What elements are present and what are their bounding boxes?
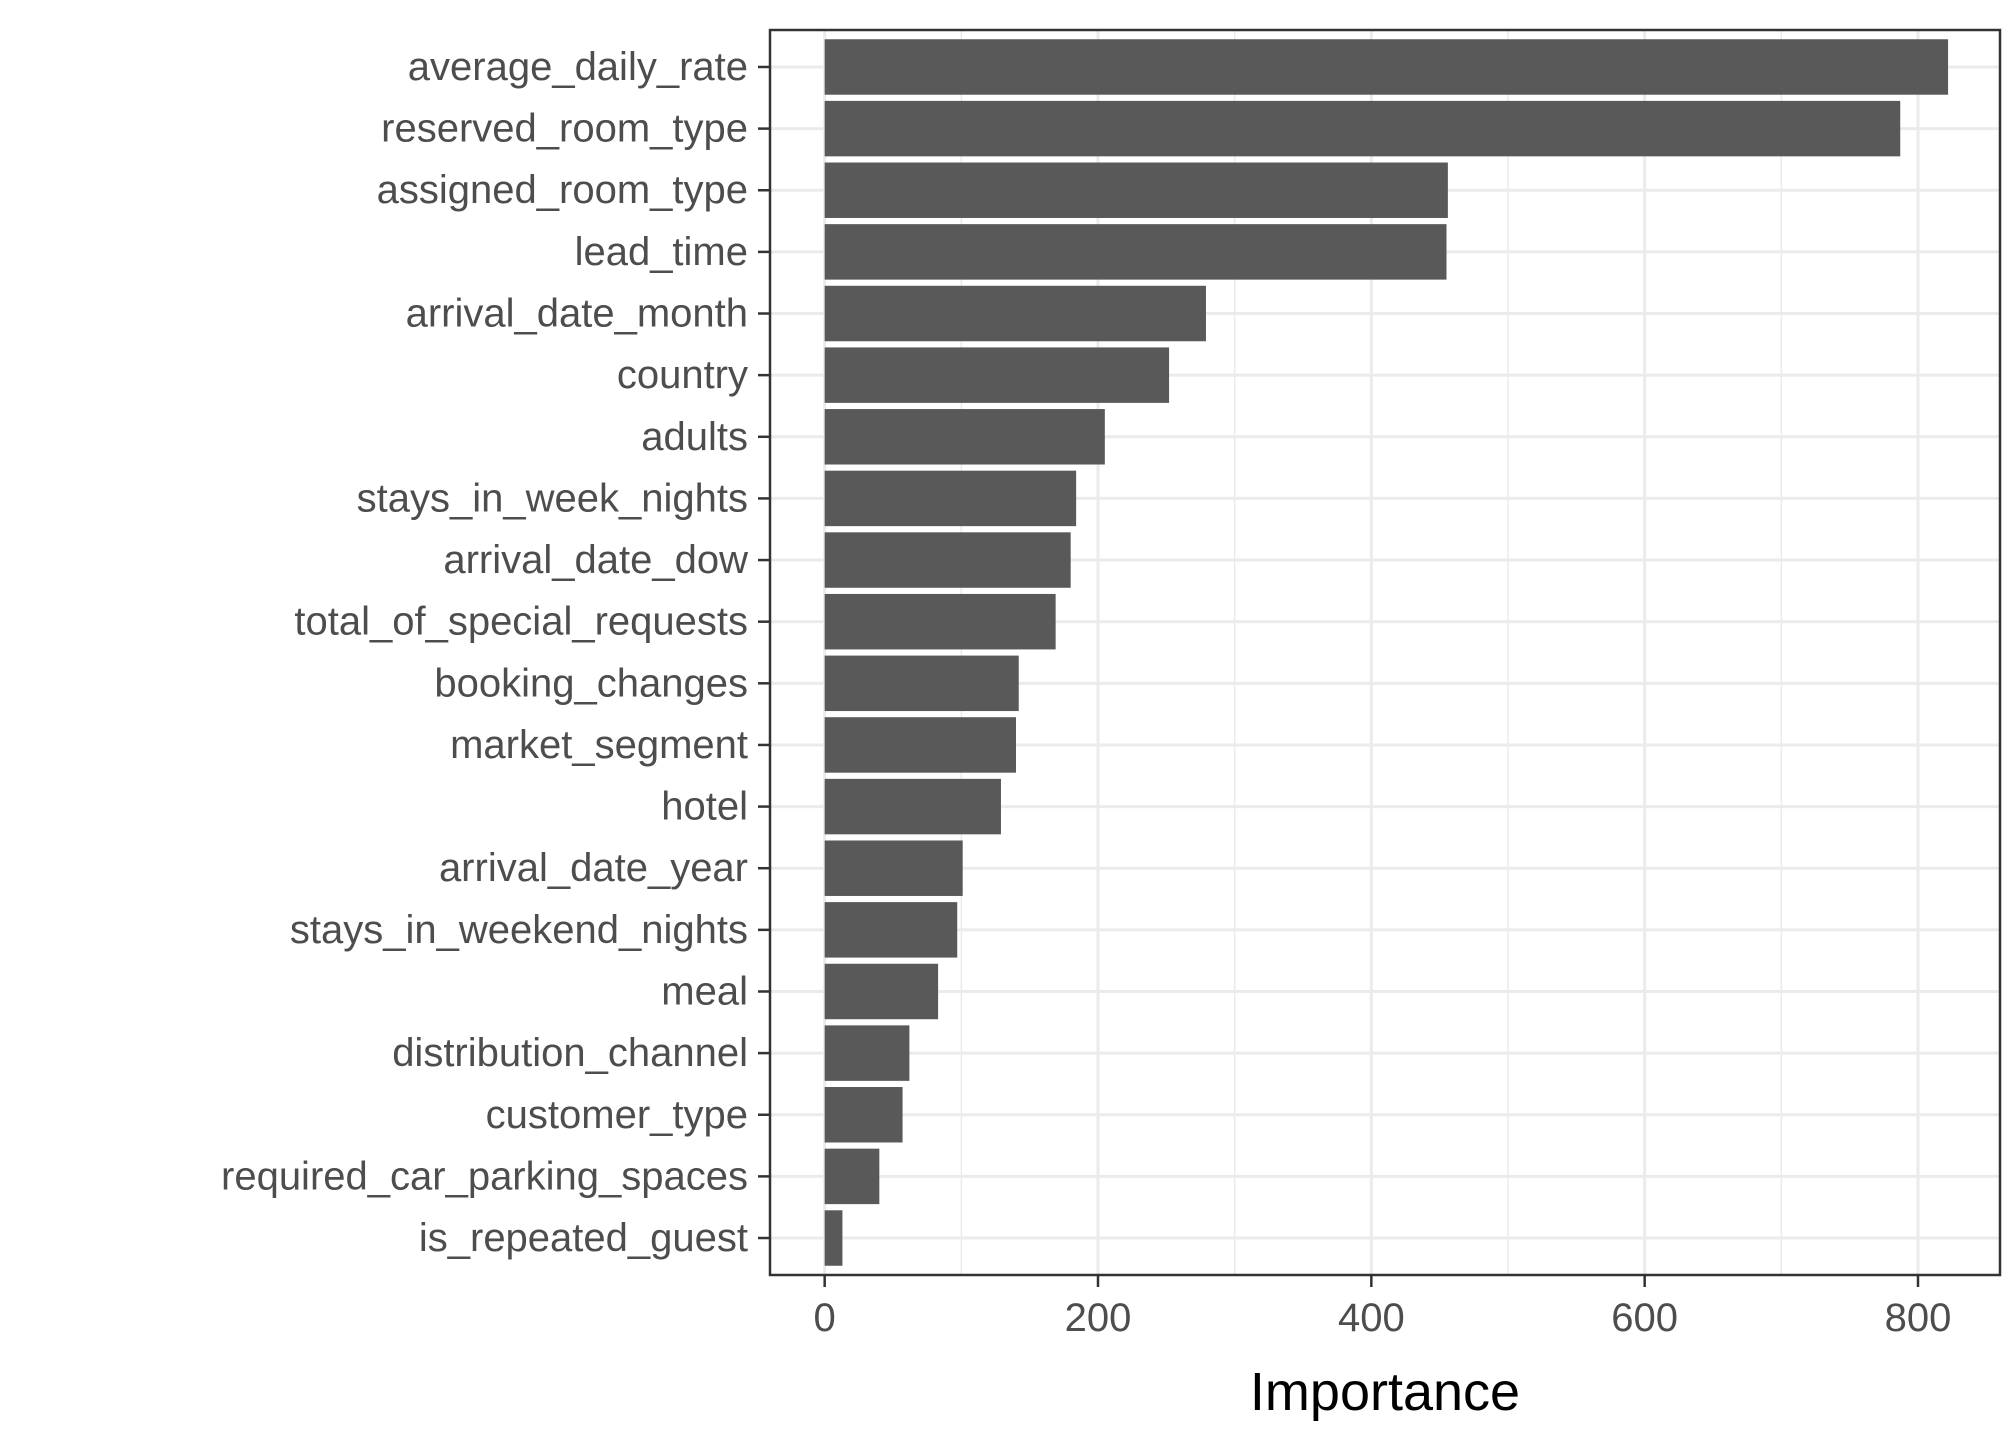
panel-border (768, 28, 2002, 1277)
bar-arrival_date_dow (824, 532, 1071, 588)
y-tick-label: customer_type (486, 1093, 748, 1137)
bar-reserved_room_type (824, 100, 1901, 157)
y-tick-label: arrival_date_year (439, 846, 748, 890)
y-tick-label: required_car_parking_spaces (221, 1154, 748, 1198)
y-tick-label: arrival_date_month (406, 292, 748, 336)
bar-customer_type (824, 1087, 903, 1143)
bar-meal (824, 963, 939, 1020)
x-axis: 0 200 400 600 800 (814, 1275, 1952, 1340)
x-tick-label: 400 (1338, 1296, 1405, 1340)
x-tick-label: 0 (814, 1296, 836, 1340)
y-tick-label: hotel (661, 785, 748, 829)
bar-adults (824, 409, 1105, 465)
bar-required_car_parking_spaces (824, 1148, 880, 1205)
bar-country (824, 347, 1170, 403)
y-tick-label: average_daily_rate (408, 45, 748, 89)
y-tick-label: assigned_room_type (377, 168, 748, 212)
y-tick-label: reserved_room_type (381, 107, 748, 151)
bar-is_repeated_guest (824, 1210, 843, 1266)
y-tick-label: is_repeated_guest (419, 1216, 748, 1260)
bar-booking_changes (824, 655, 1019, 712)
y-tick-label: total_of_special_requests (294, 600, 748, 644)
bar-average_daily_rate (824, 39, 1949, 95)
y-axis: average_daily_rate reserved_room_typeassi… (221, 45, 770, 1260)
bar-distribution_channel (824, 1025, 910, 1081)
bar-total_of_special_requests (824, 593, 1056, 650)
bar-lead_time (824, 224, 1447, 280)
bars (824, 39, 1949, 1266)
x-tick-label: 200 (1065, 1296, 1132, 1340)
y-tick-label: market_segment (450, 723, 748, 767)
x-axis-title: Importance (1250, 1362, 1520, 1422)
bar-stays_in_weekend_nights (824, 902, 958, 958)
bar-arrival_date_month (824, 285, 1206, 342)
x-tick-label: 800 (1885, 1296, 1952, 1340)
y-tick-label: country (617, 353, 748, 397)
bar-assigned_room_type (824, 162, 1448, 218)
bar-hotel (824, 778, 1001, 835)
y-tick-label: booking_changes (434, 661, 748, 705)
bar-stays_in_week_nights (824, 470, 1077, 527)
y-tick-label: stays_in_weekend_nights (290, 908, 748, 952)
y-tick-label: meal (661, 969, 748, 1013)
bar-market_segment (824, 717, 1016, 773)
x-tick-label: 600 (1611, 1296, 1678, 1340)
bar-arrival_date_year (824, 840, 963, 896)
y-tick-label: adults (641, 415, 748, 459)
y-tick-label: distribution_channel (392, 1031, 748, 1075)
y-tick-label: arrival_date_dow (443, 538, 748, 582)
y-tick-label: lead_time (575, 230, 748, 274)
y-tick-label: stays_in_week_nights (357, 476, 748, 520)
